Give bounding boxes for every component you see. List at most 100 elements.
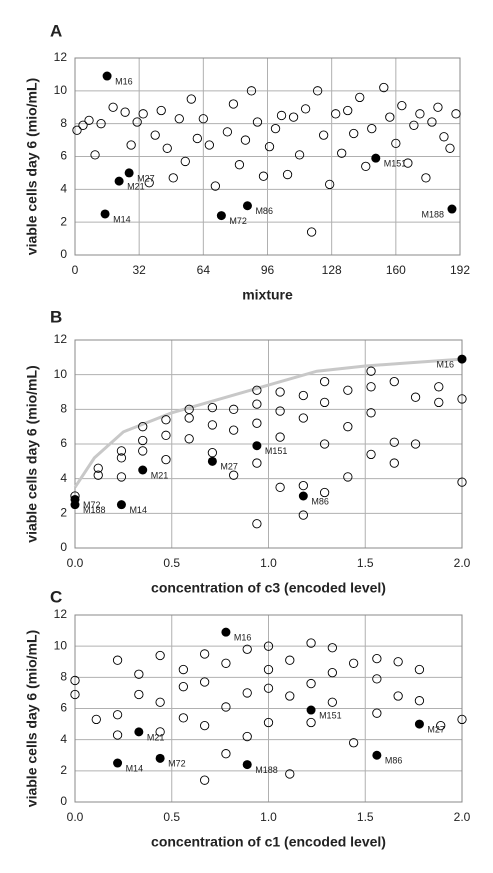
data-point [112, 730, 123, 740]
data-point [263, 683, 274, 693]
x-tick-label: 64 [197, 263, 211, 277]
data-point [276, 110, 287, 121]
data-point [234, 160, 245, 170]
y-tick-label: 0 [60, 247, 67, 261]
point-annotation: M86 [255, 206, 273, 216]
data-point [126, 140, 136, 150]
x-tick-label: 2.0 [454, 810, 471, 824]
data-point [427, 117, 437, 127]
data-point [242, 731, 252, 742]
data-point [366, 382, 376, 392]
data-point [343, 422, 353, 432]
data-point [70, 689, 80, 700]
y-tick-label: 8 [60, 402, 67, 416]
data-point [229, 404, 239, 414]
highlight-point [457, 354, 467, 364]
y-tick-label: 10 [54, 638, 68, 652]
data-point [263, 717, 274, 728]
x-tick-label: 96 [261, 263, 275, 277]
data-point [138, 435, 148, 446]
data-point [385, 112, 395, 122]
point-annotation: M16 [234, 633, 252, 643]
data-point [184, 413, 194, 423]
data-point [319, 487, 330, 498]
y-tick-label: 12 [54, 50, 68, 64]
highlight-point [252, 441, 262, 451]
panel-label: C [50, 587, 62, 606]
point-annotation: M151 [265, 446, 288, 456]
highlight-point [207, 456, 217, 466]
data-point [348, 738, 359, 748]
data-point [252, 399, 262, 409]
point-annotation: M72 [229, 216, 247, 226]
data-point [343, 472, 353, 482]
x-axis-label: mixture [242, 287, 293, 303]
data-point [84, 115, 94, 126]
data-point [318, 130, 329, 140]
data-point [434, 397, 444, 408]
data-point [331, 109, 341, 119]
plot-frame [74, 57, 461, 256]
point-annotation: M16 [436, 359, 454, 369]
x-tick-label: 160 [386, 263, 406, 277]
data-point [298, 510, 308, 520]
data-point [192, 133, 202, 144]
data-point [275, 482, 285, 492]
highlight-point [138, 465, 148, 475]
data-point [221, 702, 231, 712]
data-point [93, 463, 103, 473]
data-point [285, 691, 295, 701]
data-point [258, 171, 269, 181]
data-point [116, 472, 127, 482]
data-point [298, 480, 308, 491]
data-point [207, 420, 218, 430]
data-point [410, 439, 421, 449]
data-point [319, 376, 330, 387]
data-point [436, 720, 446, 731]
y-axis-label: viable cells day 6 (mio/mL) [24, 78, 40, 255]
data-point [228, 99, 239, 109]
data-point [221, 749, 231, 759]
y-tick-label: 0 [60, 540, 67, 554]
highlight-point [124, 168, 134, 178]
x-tick-label: 1.5 [357, 810, 374, 824]
data-point [410, 392, 421, 402]
data-point [178, 713, 189, 723]
data-point [306, 678, 316, 689]
data-point [306, 227, 317, 237]
data-point [433, 102, 443, 112]
data-point [306, 717, 316, 728]
data-point [198, 114, 208, 124]
data-point [294, 150, 305, 160]
point-annotation: M188 [421, 209, 444, 219]
data-point [263, 641, 274, 651]
x-tick-label: 128 [322, 263, 342, 277]
data-point [393, 657, 403, 667]
data-point [379, 82, 389, 93]
data-point [252, 385, 262, 395]
data-point [393, 691, 403, 701]
data-point [298, 413, 308, 423]
data-point [349, 128, 359, 139]
data-point [389, 437, 399, 447]
x-tick-label: 0.0 [67, 810, 84, 824]
data-point [199, 649, 210, 659]
data-point [134, 689, 144, 700]
x-tick-label: 1.0 [260, 810, 277, 824]
data-point [445, 143, 455, 153]
data-point [391, 138, 401, 149]
data-point [252, 418, 262, 428]
point-annotation: M21 [147, 732, 165, 742]
data-point [161, 430, 171, 440]
data-point [343, 385, 353, 395]
data-point [199, 775, 210, 785]
data-point [204, 140, 214, 150]
highlight-point [113, 758, 123, 768]
data-point [348, 658, 359, 668]
data-point [263, 664, 274, 675]
y-tick-label: 2 [60, 506, 67, 520]
data-point [180, 156, 190, 167]
data-point [138, 446, 148, 456]
data-point [229, 470, 239, 480]
